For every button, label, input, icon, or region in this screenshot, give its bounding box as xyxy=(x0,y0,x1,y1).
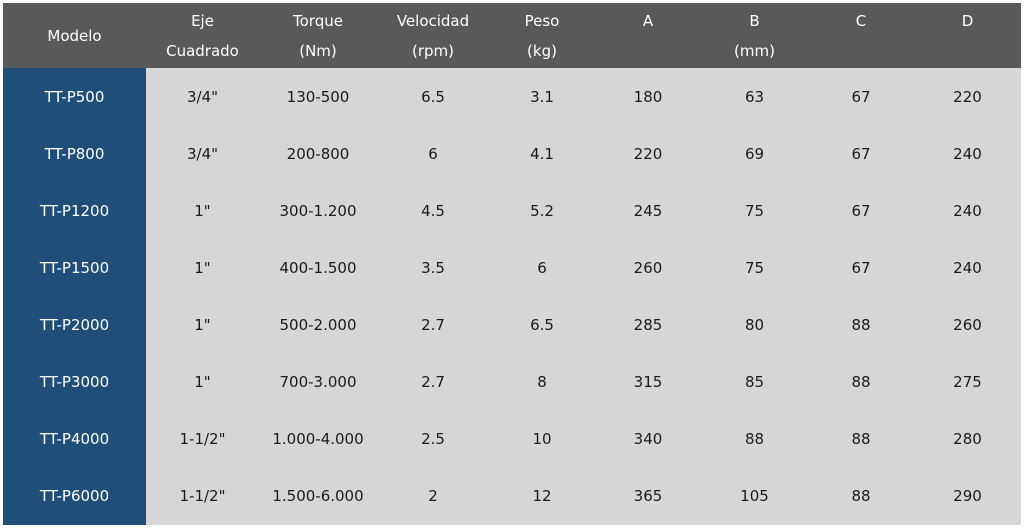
cell-velocidad: 2 xyxy=(377,467,489,525)
header-c: C xyxy=(808,3,914,68)
cell-velocidad: 6.5 xyxy=(377,68,489,126)
table-row: TT-P2000 1" 500-2.000 2.7 6.5 285 80 88 260 xyxy=(3,296,1021,354)
cell-model: TT-P6000 xyxy=(3,467,146,525)
cell-b: 63 xyxy=(701,68,808,126)
cell-a: 245 xyxy=(595,182,701,240)
cell-d: 280 xyxy=(914,410,1021,468)
cell-velocidad: 2.7 xyxy=(377,353,489,411)
cell-c: 67 xyxy=(808,239,914,297)
cell-b: 105 xyxy=(701,467,808,525)
cell-velocidad: 2.7 xyxy=(377,296,489,354)
cell-model: TT-P800 xyxy=(3,125,146,183)
cell-b: 88 xyxy=(701,410,808,468)
cell-torque: 400-1.500 xyxy=(259,239,377,297)
table-row: TT-P4000 1-1/2" 1.000-4.000 2.5 10 340 88 88 280 xyxy=(3,410,1021,468)
cell-b: 75 xyxy=(701,239,808,297)
cell-b: 80 xyxy=(701,296,808,354)
cell-peso: 6 xyxy=(489,239,595,297)
cell-velocidad: 2.5 xyxy=(377,410,489,468)
cell-b: 69 xyxy=(701,125,808,183)
cell-model: TT-P1200 xyxy=(3,182,146,240)
table-row: TT-P800 3/4" 200-800 6 4.1 220 69 67 240 xyxy=(3,125,1021,183)
cell-d: 240 xyxy=(914,125,1021,183)
cell-d: 275 xyxy=(914,353,1021,411)
cell-velocidad: 4.5 xyxy=(377,182,489,240)
cell-d: 290 xyxy=(914,467,1021,525)
cell-a: 260 xyxy=(595,239,701,297)
cell-a: 180 xyxy=(595,68,701,126)
cell-eje: 1" xyxy=(146,296,259,354)
header-velocidad: Velocidad (rpm) xyxy=(377,3,489,68)
header-d: D xyxy=(914,3,1021,68)
cell-a: 340 xyxy=(595,410,701,468)
cell-eje: 3/4" xyxy=(146,125,259,183)
cell-a: 365 xyxy=(595,467,701,525)
cell-b: 85 xyxy=(701,353,808,411)
header-b: B (mm) xyxy=(701,3,808,68)
cell-eje: 1" xyxy=(146,182,259,240)
table-row: TT-P1500 1" 400-1.500 3.5 6 260 75 67 240 xyxy=(3,239,1021,297)
cell-a: 220 xyxy=(595,125,701,183)
cell-peso: 4.1 xyxy=(489,125,595,183)
cell-eje: 1" xyxy=(146,353,259,411)
cell-peso: 5.2 xyxy=(489,182,595,240)
cell-a: 315 xyxy=(595,353,701,411)
cell-model: TT-P4000 xyxy=(3,410,146,468)
cell-c: 88 xyxy=(808,353,914,411)
cell-model: TT-P3000 xyxy=(3,353,146,411)
cell-model: TT-P1500 xyxy=(3,239,146,297)
cell-peso: 6.5 xyxy=(489,296,595,354)
cell-torque: 500-2.000 xyxy=(259,296,377,354)
header-eje: Eje Cuadrado xyxy=(146,3,259,68)
cell-peso: 3.1 xyxy=(489,68,595,126)
cell-torque: 200-800 xyxy=(259,125,377,183)
cell-c: 67 xyxy=(808,68,914,126)
header-a: A xyxy=(595,3,701,68)
table-row: TT-P500 3/4" 130-500 6.5 3.1 180 63 67 220 xyxy=(3,68,1021,126)
cell-model: TT-P2000 xyxy=(3,296,146,354)
cell-torque: 1.000-4.000 xyxy=(259,410,377,468)
cell-eje: 1" xyxy=(146,239,259,297)
table-row: TT-P1200 1" 300-1.200 4.5 5.2 245 75 67 240 xyxy=(3,182,1021,240)
cell-torque: 1.500-6.000 xyxy=(259,467,377,525)
cell-c: 88 xyxy=(808,296,914,354)
cell-d: 240 xyxy=(914,182,1021,240)
header-row: Modelo Eje Cuadrado Torque (Nm) Velocidad(… xyxy=(3,3,1021,68)
header-peso: Peso (kg) xyxy=(489,3,595,68)
cell-a: 285 xyxy=(595,296,701,354)
cell-c: 88 xyxy=(808,410,914,468)
cell-d: 260 xyxy=(914,296,1021,354)
cell-velocidad: 3.5 xyxy=(377,239,489,297)
table-row: TT-P6000 1-1/2" 1.500-6.000 2 12 365 105 88 290 xyxy=(3,467,1021,525)
header-modelo: Modelo xyxy=(3,3,146,68)
cell-peso: 12 xyxy=(489,467,595,525)
cell-c: 67 xyxy=(808,182,914,240)
specs-table: Modelo Eje Cuadrado Torque (Nm) Velocidad(… xyxy=(3,3,1021,525)
cell-velocidad: 6 xyxy=(377,125,489,183)
cell-c: 67 xyxy=(808,125,914,183)
cell-peso: 8 xyxy=(489,353,595,411)
cell-eje: 1-1/2" xyxy=(146,467,259,525)
cell-model: TT-P500 xyxy=(3,68,146,126)
cell-torque: 300-1.200 xyxy=(259,182,377,240)
cell-b: 75 xyxy=(701,182,808,240)
cell-torque: 130-500 xyxy=(259,68,377,126)
cell-d: 220 xyxy=(914,68,1021,126)
cell-torque: 700-3.000 xyxy=(259,353,377,411)
table-row: TT-P3000 1" 700-3.000 2.7 8 315 85 88 275 xyxy=(3,353,1021,411)
header-torque: Torque (Nm) xyxy=(259,3,377,68)
cell-peso: 10 xyxy=(489,410,595,468)
cell-d: 240 xyxy=(914,239,1021,297)
cell-eje: 1-1/2" xyxy=(146,410,259,468)
cell-eje: 3/4" xyxy=(146,68,259,126)
cell-c: 88 xyxy=(808,467,914,525)
